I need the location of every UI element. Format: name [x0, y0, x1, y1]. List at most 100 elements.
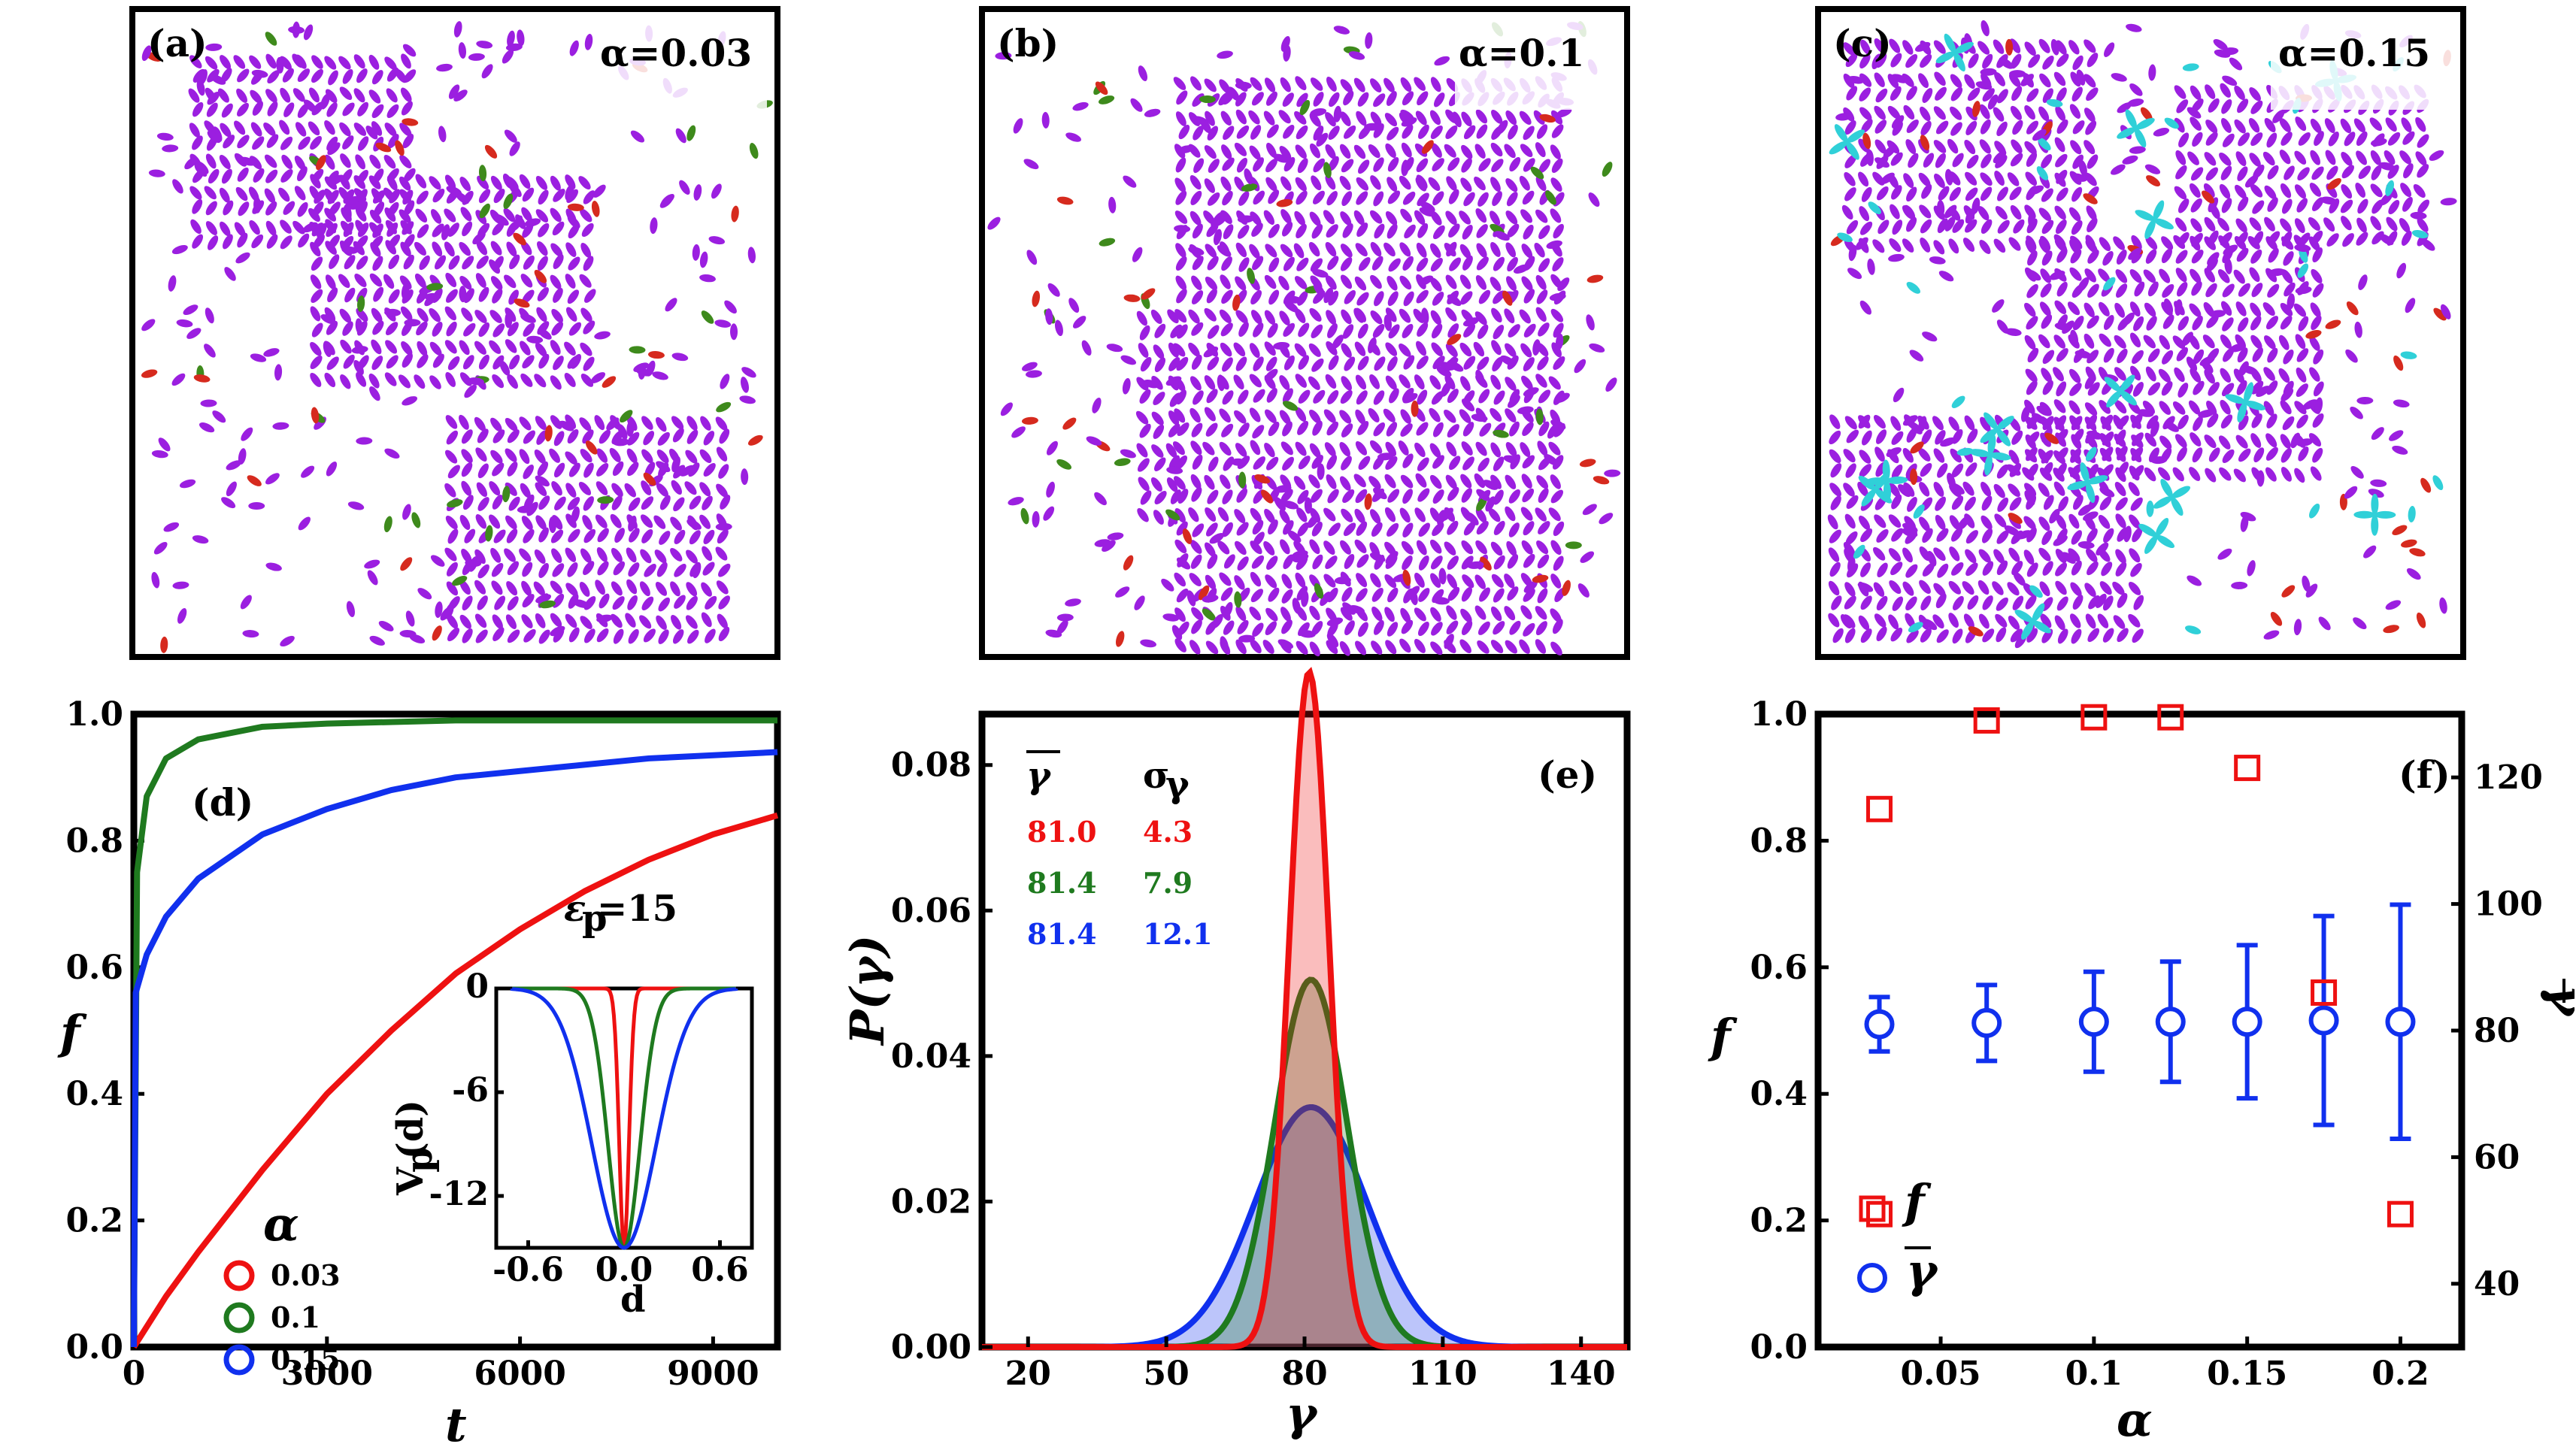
particle	[1551, 124, 1564, 138]
particle	[584, 289, 596, 303]
particle	[2244, 174, 2259, 188]
particle	[580, 373, 594, 387]
particle	[1949, 186, 1961, 201]
particle	[1202, 441, 1215, 456]
particle	[1902, 40, 1914, 55]
particle	[673, 497, 685, 512]
particle	[1236, 125, 1250, 139]
particle	[559, 420, 574, 431]
particle	[2208, 447, 2220, 462]
particle	[534, 269, 547, 283]
particle	[2070, 249, 2082, 264]
particle	[1295, 572, 1306, 588]
particle	[278, 187, 290, 202]
particle	[1508, 489, 1520, 504]
particle	[1266, 556, 1278, 571]
particle	[375, 142, 392, 153]
particle	[1174, 539, 1187, 554]
particle	[444, 208, 456, 223]
particle	[2265, 316, 2279, 330]
particle	[1368, 337, 1377, 353]
particle	[1205, 640, 1219, 655]
particle	[2238, 196, 2249, 212]
particle	[2206, 314, 2219, 328]
particle	[580, 307, 592, 322]
particle	[568, 322, 582, 336]
particle	[1140, 356, 1152, 372]
particle	[1190, 376, 1202, 391]
legend-f-label: f	[1902, 1174, 1932, 1229]
particle	[1535, 209, 1548, 223]
particle	[1519, 110, 1532, 125]
particle	[224, 267, 236, 281]
particle	[186, 328, 202, 339]
area-green	[982, 979, 1627, 1347]
particle	[1251, 92, 1264, 106]
particle	[463, 322, 476, 337]
particle	[1980, 481, 1992, 497]
particle	[2069, 613, 2081, 628]
particle	[1274, 484, 1292, 493]
particle	[1460, 291, 1473, 305]
particle	[1358, 257, 1371, 271]
particle	[1373, 487, 1387, 500]
particle	[1168, 423, 1180, 437]
particle	[585, 440, 598, 455]
particle	[1535, 621, 1547, 636]
particle	[1920, 462, 1932, 477]
particle	[1308, 241, 1320, 257]
particle	[279, 120, 290, 135]
particle	[2132, 465, 2144, 480]
particle	[1191, 619, 1202, 634]
particle	[1980, 186, 1993, 201]
particle	[2026, 152, 2038, 167]
particle	[1253, 531, 1265, 546]
particle	[1313, 283, 1326, 297]
particle	[2117, 592, 2128, 608]
particle	[1154, 323, 1166, 338]
particle	[1236, 522, 1249, 536]
particle	[2264, 335, 2276, 350]
particle	[685, 450, 698, 464]
particle	[320, 314, 336, 325]
particle	[1538, 159, 1551, 174]
particle	[1150, 477, 1162, 492]
particle	[1475, 540, 1487, 555]
particle	[1120, 449, 1136, 459]
particle	[2378, 162, 2396, 171]
particle	[2043, 495, 2054, 510]
particle	[448, 255, 460, 270]
particle	[1493, 390, 1505, 405]
particle	[1902, 528, 1918, 537]
particle	[399, 176, 411, 191]
particle	[369, 154, 381, 169]
particle	[1872, 239, 1885, 253]
particle	[2084, 302, 2095, 318]
particle	[650, 217, 658, 235]
particle	[1602, 162, 1613, 177]
particle	[1174, 408, 1186, 423]
particle	[1328, 290, 1339, 306]
particle	[595, 514, 608, 528]
particle	[2025, 171, 2038, 186]
particle	[1188, 342, 1200, 357]
particle	[238, 201, 250, 216]
particle	[2298, 316, 2309, 331]
particle	[283, 201, 295, 215]
particle	[1446, 441, 1457, 457]
particle	[1892, 596, 1904, 611]
particle	[447, 499, 463, 508]
particle	[1858, 171, 1869, 187]
particle	[1829, 529, 1841, 543]
particle	[512, 215, 523, 231]
particle	[1404, 224, 1416, 239]
particle	[2370, 138, 2387, 147]
particle	[534, 374, 547, 388]
particle	[2176, 99, 2189, 114]
particle	[477, 463, 489, 479]
particle	[474, 549, 486, 565]
particle	[571, 506, 580, 523]
particle	[1550, 308, 1564, 322]
particle	[1385, 456, 1398, 470]
particle	[1491, 574, 1504, 588]
